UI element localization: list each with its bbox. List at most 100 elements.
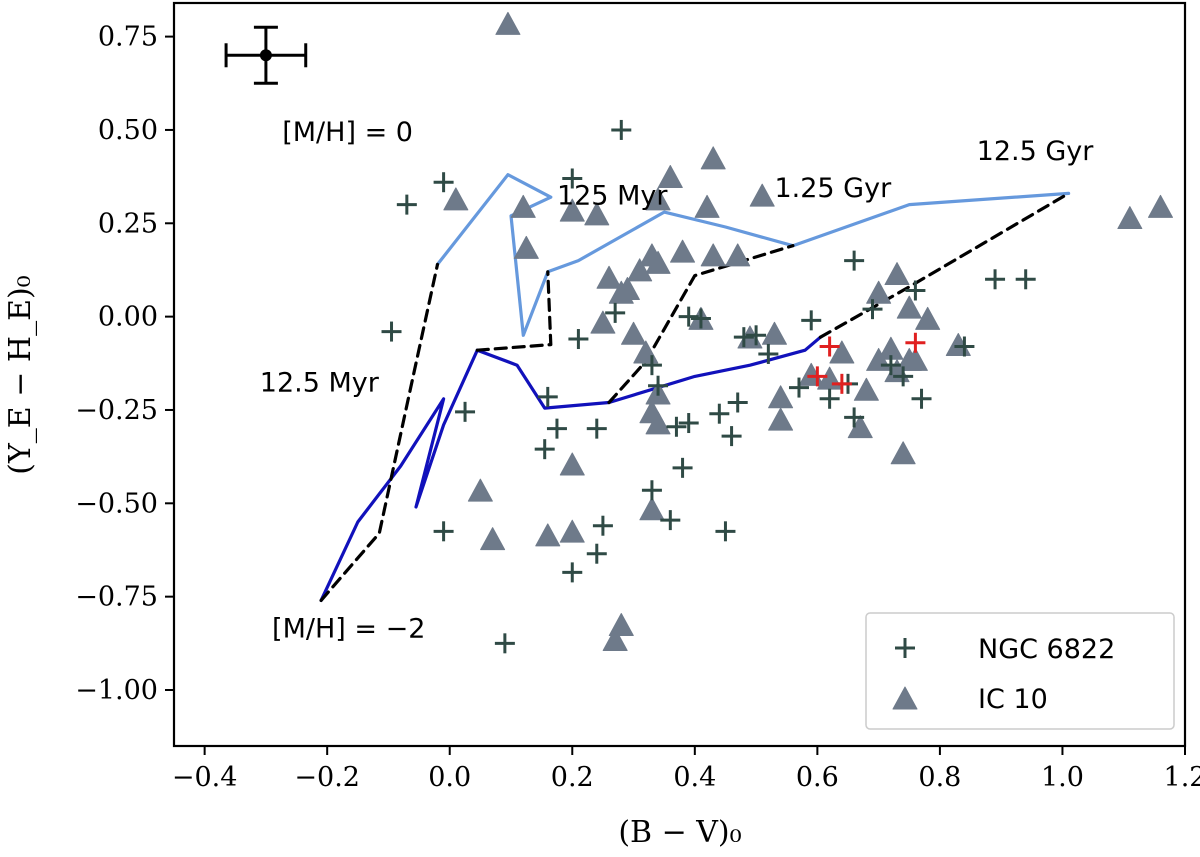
y-tick-label-2: −0.50: [75, 488, 158, 519]
ic10-point-48: [535, 523, 561, 547]
ic10-point-43: [902, 347, 928, 371]
annotation-4: 12.5 Myr: [260, 367, 380, 398]
ngc6822-point-42: [905, 280, 926, 301]
legend-marker-ngc6822: [895, 638, 915, 658]
ic10-point-22: [621, 321, 647, 345]
ic10-point-47: [480, 527, 506, 551]
ic10-point-6: [657, 164, 683, 188]
y-tick-label-6: 0.50: [98, 115, 158, 146]
ic10-point-3: [513, 235, 539, 259]
y-tick-label-1: −0.75: [75, 582, 158, 613]
x-tick-label-3: 0.2: [551, 762, 594, 793]
ic10-point-16: [596, 265, 622, 289]
y-tick-label-7: 0.75: [98, 22, 158, 53]
ngc6822-point-5: [494, 633, 515, 654]
ic10-point-14: [700, 243, 726, 267]
ngc6822-point-21: [648, 375, 669, 396]
ngc6822-point-40: [880, 355, 901, 376]
x-tick-label-1: −0.2: [294, 762, 360, 793]
x-tick-label-6: 0.8: [918, 762, 961, 793]
ngc6822-point-41: [893, 366, 914, 387]
ic10-point-52: [602, 627, 628, 651]
x-tick-label-5: 0.6: [796, 762, 839, 793]
y-axis-label: (Y_E − H_E)₀: [3, 275, 38, 474]
legend-label-ngc6822: NGC 6822: [978, 634, 1115, 665]
ngc6822-point-2: [381, 321, 402, 342]
ngc6822-point-39: [844, 407, 865, 428]
legend: NGC 6822 IC 10: [865, 612, 1175, 730]
ngc6822-point-43: [911, 388, 932, 409]
ngc6822-point-35: [819, 388, 840, 409]
ngc6822-point-7: [562, 168, 583, 189]
ic10-point-50: [639, 497, 665, 521]
highlight-point-0: [807, 366, 828, 387]
ngc6822-point-11: [586, 418, 607, 439]
y-tick-label-4: 0.00: [98, 302, 158, 333]
error-bar: [224, 25, 308, 85]
ngc6822-point-17: [641, 480, 662, 501]
ic10-point-29: [768, 385, 794, 409]
axis-ticks: −0.4 −0.2 0.0 0.2 0.4 0.6 0.8 1.0 1.2 −1.00 −0.75 −…: [75, 22, 1200, 793]
ngc6822-point-44: [954, 336, 975, 357]
ngc6822-point-29: [690, 308, 711, 329]
ngc6822-point-27: [727, 392, 748, 413]
x-tick-label-7: 1.0: [1041, 762, 1084, 793]
plot-area: [M/H] = 0 125 Myr 1.25 Gyr 12.5 Gyr 12.5 Myr…: [224, 11, 1173, 654]
ic10-point-1: [443, 187, 469, 211]
ngc6822-point-12: [568, 329, 589, 350]
x-axis-label: (B − V)₀: [618, 815, 741, 850]
ngc6822-point-31: [733, 327, 754, 348]
ic10-point-12: [645, 250, 671, 274]
ngc6822-point-9: [546, 418, 567, 439]
ic10-point-41: [915, 306, 941, 330]
annotation-2: 1.25 Gyr: [774, 173, 892, 204]
ic10-point-35: [866, 280, 892, 304]
ic10-point-15: [725, 243, 751, 267]
ic10-point-46: [467, 478, 493, 502]
ngc6822-point-18: [660, 510, 681, 531]
annotation-0: [M/H] = 0: [282, 117, 413, 148]
highlight-point-3: [905, 332, 926, 353]
highlight-point-2: [831, 373, 852, 394]
ic10-point-54: [1147, 194, 1173, 218]
ic10-point-30: [768, 407, 794, 431]
legend-box: [865, 612, 1175, 730]
ic10-point-42: [884, 262, 910, 286]
ic10-point-4: [559, 198, 585, 222]
legend-label-ic10: IC 10: [978, 684, 1048, 715]
error-bar-point: [259, 49, 272, 62]
ngc6822-point-15: [586, 543, 607, 564]
y-tick-label-5: 0.25: [98, 208, 158, 239]
y-tick-label-3: −0.25: [75, 395, 158, 426]
ngc6822-point-28: [678, 306, 699, 327]
ic10-point-8: [694, 194, 720, 218]
ic10-point-28: [761, 321, 787, 345]
ic10-point-13: [670, 239, 696, 263]
ic10-point-53: [1117, 206, 1143, 230]
ngc6822-point-32: [758, 343, 779, 364]
ic10-point-5: [584, 202, 610, 226]
ic10-point-9: [749, 183, 775, 207]
x-tick-label-8: 1.2: [1164, 762, 1200, 793]
ic10-point-7: [700, 146, 726, 170]
ic10-point-39: [896, 295, 922, 319]
ngc6822-point-16: [592, 515, 613, 536]
ngc6822-point-6: [611, 119, 632, 140]
ic10-point-31: [798, 362, 824, 386]
ngc6822-point-36: [844, 250, 865, 271]
ngc6822-point-3: [455, 401, 476, 422]
track-line-0: [435, 173, 1071, 337]
ic10-point-26: [645, 411, 671, 435]
isochrone-line-5: [818, 191, 1071, 339]
ngc6822-point-34: [788, 377, 809, 398]
ic10-point-45: [559, 452, 585, 476]
legend-marker-ic10: [892, 686, 918, 710]
ic10-point-33: [847, 415, 873, 439]
ngc6822-point-8: [537, 386, 558, 407]
ngc6822-point-14: [562, 562, 583, 583]
x-tick-label-2: 0.0: [428, 762, 471, 793]
isochrone-line-3: [475, 270, 553, 352]
ic10-point-21: [590, 310, 616, 334]
ic10-point-2: [510, 194, 536, 218]
